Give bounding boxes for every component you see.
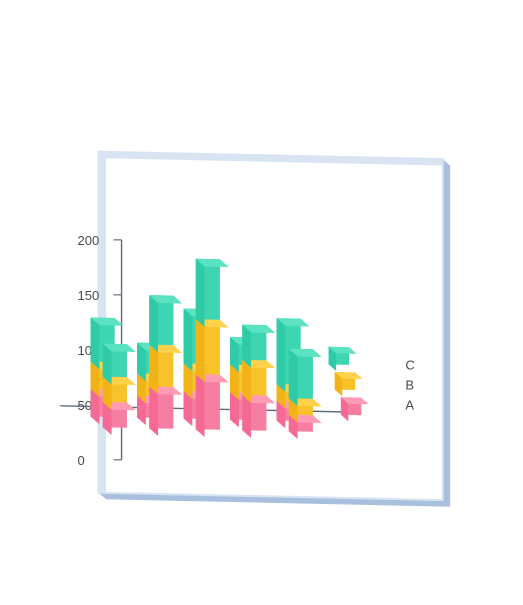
- y-tick-label: 0: [78, 453, 85, 468]
- legend-label-C: C: [405, 358, 414, 373]
- bar-2-0-C-left: [196, 259, 205, 327]
- panel-right-edge: [443, 159, 450, 507]
- bar-2-1-C-left: [184, 308, 193, 371]
- bar-1-0-B-left: [149, 345, 158, 395]
- bar-1-0-A-left: [149, 386, 158, 436]
- bar-1-0-C-left: [149, 295, 158, 352]
- bar-2-0-B-left: [196, 319, 205, 382]
- bar-0-1-C-left: [91, 317, 100, 369]
- y-tick-label: 150: [78, 288, 100, 303]
- chart-stage: 050100150200ABC: [0, 0, 523, 600]
- legend-label-B: B: [405, 378, 414, 393]
- legend-label-A: A: [405, 397, 414, 412]
- bar-2-0-A-left: [196, 374, 205, 437]
- y-tick-label: 50: [78, 398, 92, 413]
- bar-4-0-C-left: [289, 349, 298, 406]
- bar-4-1-C-left: [277, 318, 286, 392]
- y-tick-label: 200: [78, 233, 100, 248]
